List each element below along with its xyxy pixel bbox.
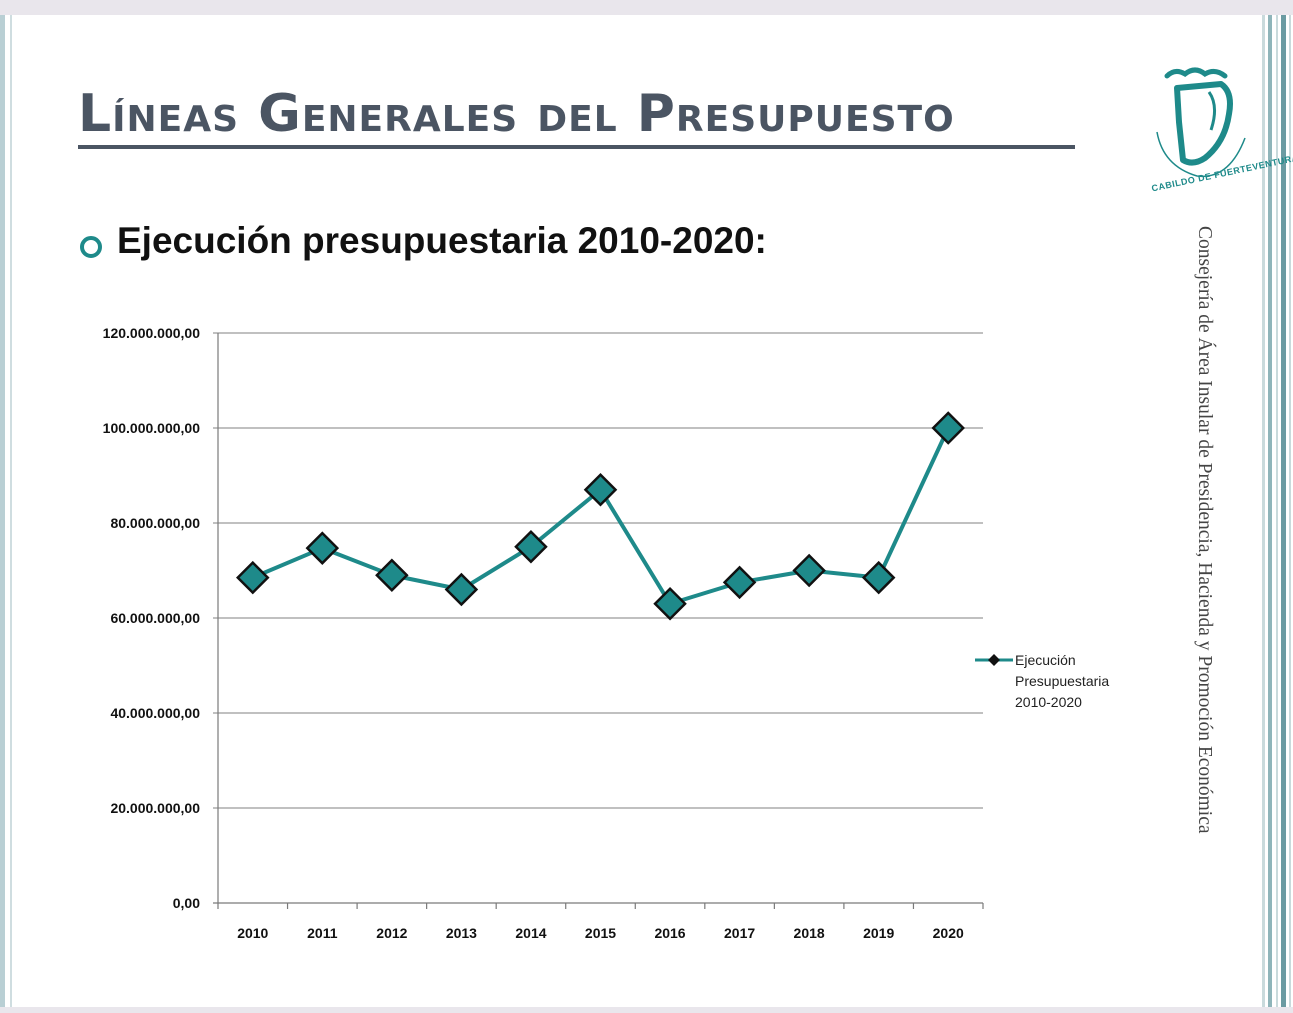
left-border-line — [10, 15, 12, 1007]
data-point-marker — [792, 553, 826, 588]
legend-marker — [988, 654, 1000, 666]
x-tick-label: 2012 — [376, 925, 407, 941]
bullet-circle-icon — [80, 236, 102, 258]
legend-label: Ejecución — [1015, 652, 1076, 668]
data-point-marker — [931, 411, 965, 445]
y-tick-label: 0,00 — [173, 895, 200, 911]
data-point-marker — [236, 560, 270, 595]
y-tick-label: 40.000.000,00 — [110, 705, 200, 721]
data-point-marker — [514, 529, 548, 564]
y-tick-label: 80.000.000,00 — [110, 515, 200, 531]
legend-label: 2010-2020 — [1015, 694, 1082, 710]
x-tick-label: 2010 — [237, 925, 268, 941]
x-tick-label: 2016 — [654, 925, 685, 941]
title-underline — [78, 145, 1075, 149]
y-tick-label: 20.000.000,00 — [110, 800, 200, 816]
x-tick-label: 2015 — [585, 925, 616, 941]
x-tick-label: 2019 — [863, 925, 894, 941]
cabildo-logo-icon — [1156, 67, 1246, 178]
section-subtitle: Ejecución presupuestaria 2010-2020: — [117, 220, 767, 261]
y-tick-label: 60.000.000,00 — [110, 610, 200, 626]
data-point-marker — [305, 531, 340, 565]
page-title: Líneas Generales del Presupuesto — [78, 84, 955, 144]
data-point-marker — [653, 586, 687, 621]
legend-label: Presupuestaria — [1015, 673, 1109, 689]
x-tick-label: 2011 — [307, 925, 338, 941]
data-point-marker — [722, 565, 757, 600]
side-caption: Consejería de Área Insular de Presidenci… — [1194, 226, 1215, 834]
data-point-marker — [583, 472, 618, 507]
x-tick-label: 2014 — [515, 925, 546, 941]
data-point-marker — [444, 572, 479, 607]
slide — [0, 15, 1262, 1007]
right-border-stripes — [1262, 15, 1293, 1007]
y-tick-label: 100.000.000,00 — [103, 420, 201, 436]
series-line — [251, 427, 951, 606]
y-tick-label: 120.000.000,00 — [103, 325, 201, 341]
x-tick-label: 2018 — [794, 925, 825, 941]
x-tick-label: 2020 — [933, 925, 964, 941]
x-tick-label: 2013 — [446, 925, 477, 941]
data-point-marker — [375, 558, 409, 593]
x-tick-label: 2017 — [724, 925, 755, 941]
data-point-marker — [861, 560, 896, 595]
